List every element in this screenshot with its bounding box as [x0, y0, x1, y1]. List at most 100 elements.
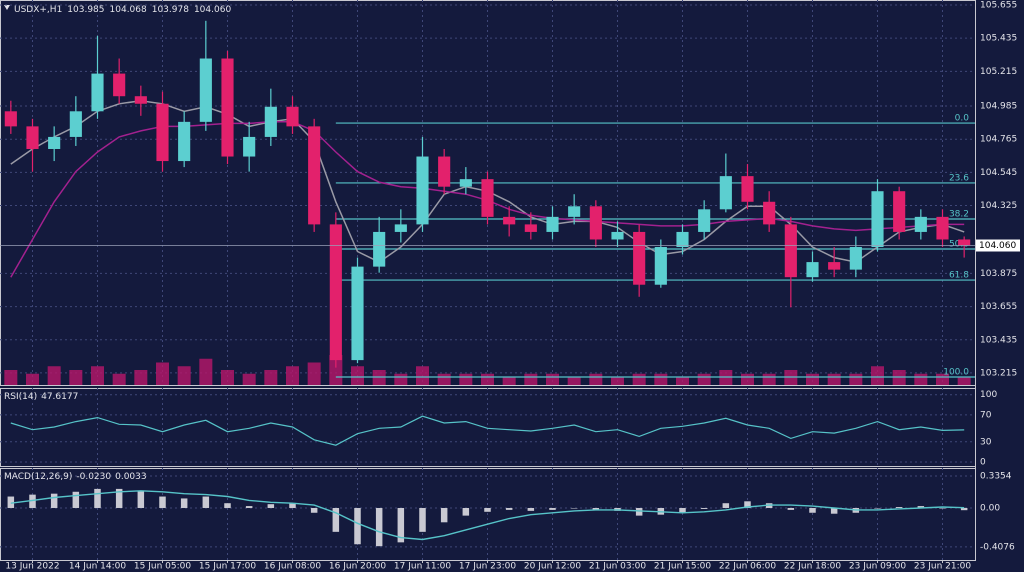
y-tick-label: 104.545: [980, 168, 1017, 178]
x-tick-label: 20 Jun 12:00: [524, 562, 581, 572]
candle-body: [308, 126, 321, 225]
candle-body: [4, 111, 17, 127]
quote-value: 104.060: [194, 5, 231, 15]
x-tick-label: 15 Jun 17:00: [199, 562, 256, 572]
candle-body: [763, 201, 776, 225]
volume-bar: [741, 373, 754, 385]
volume-bar: [546, 373, 559, 385]
macd-bar: [744, 501, 751, 508]
candle-body: [698, 209, 711, 232]
candle-body: [459, 179, 472, 187]
macd-bar: [592, 507, 600, 510]
macd-bar: [679, 507, 686, 513]
volume-bar: [502, 377, 516, 385]
macd-bar: [874, 507, 881, 509]
candle-body: [741, 176, 754, 202]
volume-bar: [156, 362, 169, 385]
macd-bar: [419, 507, 426, 532]
y-tick-label: 103.655: [980, 302, 1017, 312]
y-tick-label: 103.215: [980, 368, 1017, 378]
y-tick-label: -0.4076: [980, 542, 1015, 552]
candle-body: [264, 106, 277, 137]
candle-body: [243, 136, 256, 157]
candle-body: [351, 266, 364, 361]
last-price-box: [976, 239, 1020, 252]
candle-body: [91, 73, 104, 112]
macd-bar: [787, 507, 795, 510]
macd-bar: [939, 507, 946, 509]
panel-title: MACD(12,26,9) -0.0230 0.0033: [4, 472, 147, 482]
y-tick-label: 104.765: [980, 135, 1017, 145]
volume-bar: [806, 373, 819, 385]
volume-bar: [697, 373, 711, 385]
volume-bar: [827, 373, 841, 385]
volume-bar: [762, 373, 776, 385]
volume-bar: [437, 373, 451, 385]
quote-value: 103.978: [152, 5, 189, 15]
quote-value: 104.068: [110, 5, 147, 15]
candle-body: [936, 216, 949, 240]
fib-label: 100.0: [943, 368, 969, 378]
candle-body: [503, 216, 516, 225]
y-tick-label: 104.985: [980, 102, 1017, 112]
candle-body: [719, 176, 732, 210]
y-tick-label: 0: [980, 457, 986, 467]
macd-bar: [29, 494, 36, 508]
x-tick-label: 17 Jun 11:00: [394, 562, 451, 572]
volume-bar: [351, 366, 364, 385]
macd-bar: [635, 507, 643, 516]
volume-bar: [459, 373, 473, 385]
y-tick-label: 105.655: [980, 0, 1017, 10]
macd-bar: [462, 507, 470, 516]
candle-body: [156, 103, 169, 162]
macd-bar: [549, 507, 556, 510]
candle-body: [849, 247, 862, 270]
volume-bar: [632, 373, 646, 385]
volume-bar: [242, 373, 256, 385]
x-tick-label: 17 Jun 23:00: [459, 562, 516, 572]
candle-body: [914, 216, 927, 232]
x-tick-label: 14 Jun 14:00: [69, 562, 126, 572]
volume-bar: [199, 358, 213, 385]
candle-body: [784, 224, 797, 278]
rsi-line: [10, 415, 965, 446]
macd-bar: [180, 498, 188, 508]
panel-title: RSI(14) 47.6177: [4, 392, 78, 402]
volume-bar: [91, 366, 104, 385]
macd-bar: [809, 507, 816, 513]
candle-body: [113, 73, 126, 97]
macd-bar: [50, 493, 58, 508]
volume-bar: [524, 373, 538, 385]
candle-body: [893, 191, 906, 232]
volume-bar: [849, 373, 863, 385]
volume-bar: [286, 366, 299, 385]
y-tick-label: 104.325: [980, 201, 1017, 211]
candle-body: [416, 156, 429, 225]
indicator-value: 0.0033: [115, 472, 147, 482]
x-tick-label: 23 Jun 21:00: [914, 562, 971, 572]
signal-line: [10, 490, 965, 541]
y-tick-label: 30: [980, 437, 992, 447]
y-tick-label: 103.875: [980, 269, 1017, 279]
volume-bar: [177, 366, 191, 385]
macd-bar: [289, 503, 296, 508]
candle-body: [394, 224, 407, 232]
candle-body: [48, 136, 61, 149]
x-tick-label: 15 Jun 05:00: [134, 562, 191, 572]
x-tick-label: 16 Jun 20:00: [329, 562, 386, 572]
macd-bar: [94, 488, 101, 508]
candle-body: [654, 247, 667, 285]
volume-bar: [957, 377, 971, 385]
macd-bar: [7, 496, 15, 508]
candle-body: [676, 231, 689, 248]
volume-bar: [589, 373, 603, 385]
macd-bar: [722, 503, 730, 508]
candle-body: [568, 206, 581, 217]
volume-bar: [416, 366, 429, 385]
volume-bar: [676, 377, 689, 385]
macd-bar: [202, 496, 210, 508]
macd-bar: [484, 507, 491, 512]
x-tick-label: 22 Jun 18:00: [784, 562, 841, 572]
